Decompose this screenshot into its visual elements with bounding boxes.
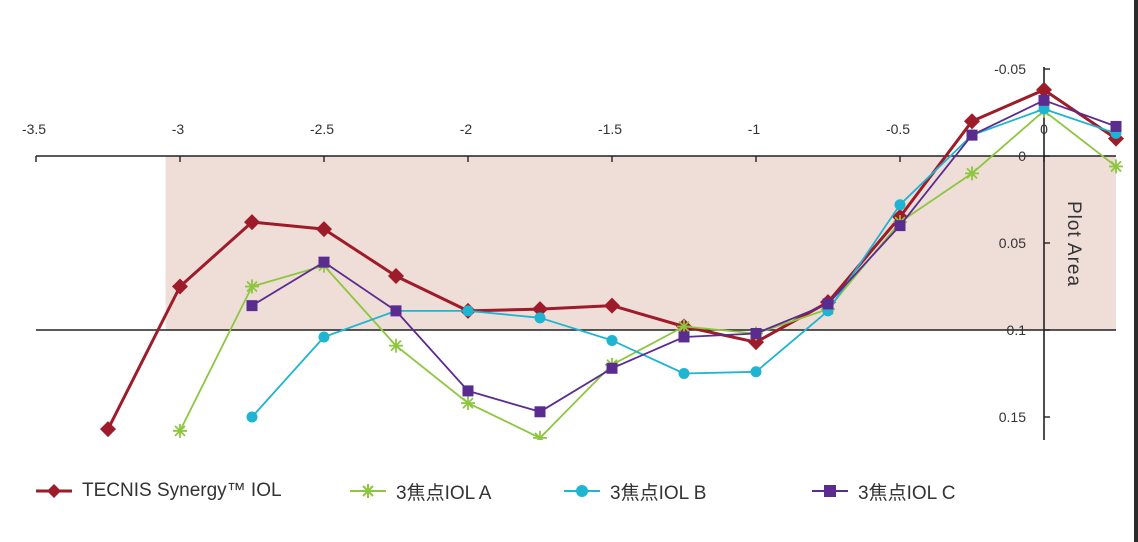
data-point — [246, 411, 258, 423]
data-point-stroke — [246, 280, 258, 293]
legend-label-iol-c: 3焦点IOL C — [858, 482, 956, 504]
data-point — [606, 334, 618, 346]
data-point — [894, 199, 906, 211]
y-axis-label: Plot Area — [1063, 201, 1084, 287]
data-point-stroke — [1110, 160, 1122, 173]
data-point — [1038, 103, 1050, 115]
data-point — [677, 319, 691, 334]
data-point — [532, 301, 548, 318]
legend-label-tecnis: TECNIS Synergy™ IOL — [82, 480, 282, 501]
legend-marker-square-icon — [812, 485, 848, 497]
data-point — [173, 423, 187, 438]
legend-label-iol-a: 3焦点IOL A — [396, 482, 492, 504]
data-point — [894, 220, 906, 232]
x-tick-label: -3.5 — [22, 121, 46, 137]
data-point — [244, 214, 260, 231]
data-point — [604, 297, 620, 314]
series-3 — [246, 94, 1122, 418]
data-point — [750, 366, 762, 378]
series-layer — [100, 81, 1124, 440]
data-point — [390, 305, 402, 317]
chart-plot: -3.5 -3 -2.5 -2 -1.5 -1 -0.5 0 -0.05 0 0.05 0.1 0.15… — [22, 61, 1124, 440]
data-point — [318, 331, 330, 343]
data-point — [462, 305, 474, 317]
data-point-stroke — [390, 340, 402, 352]
data-point — [965, 166, 979, 181]
x-tick-label: -2.5 — [310, 121, 334, 137]
data-point-stroke — [678, 320, 690, 333]
data-point — [462, 385, 474, 397]
data-point — [964, 113, 980, 130]
data-point — [533, 430, 547, 440]
x-tick-label: -2 — [460, 121, 473, 137]
legend-marker-asterisk-icon — [350, 484, 386, 498]
data-point — [245, 279, 259, 294]
data-point-stroke — [966, 167, 978, 180]
data-point — [750, 327, 762, 339]
shaded-band-layer — [165, 156, 1117, 330]
y-tick-label: 0.1 — [1007, 322, 1027, 338]
data-point — [316, 221, 332, 238]
legend-marker-circle-icon — [564, 485, 600, 497]
legend: TECNIS Synergy™ IOL 3焦点IOL A 3焦点IOL B 3焦… — [30, 474, 1110, 508]
data-point — [246, 300, 258, 312]
data-point-stroke — [174, 425, 186, 437]
x-tick-label: -0.5 — [886, 121, 910, 137]
data-point — [822, 298, 834, 310]
legend-marker-diamond-icon — [36, 484, 72, 498]
x-tick-label: -3 — [172, 121, 185, 137]
legend-label-iol-b: 3焦点IOL B — [610, 482, 707, 504]
legend-item-iol-c: 3焦点IOL C — [810, 474, 956, 508]
data-point — [389, 338, 403, 353]
data-point — [1110, 120, 1122, 132]
y-tick-label: 0 — [1018, 148, 1026, 164]
data-point — [678, 331, 690, 343]
data-point — [1036, 81, 1052, 98]
data-point — [966, 129, 978, 141]
y-tick-label: -0.05 — [994, 61, 1026, 77]
legend-item-iol-a: 3焦点IOL A — [348, 474, 491, 508]
series-line — [179, 109, 1117, 439]
data-point — [534, 406, 546, 418]
data-point — [534, 312, 546, 324]
data-point — [388, 268, 404, 285]
data-point — [1038, 94, 1050, 106]
data-point — [606, 362, 618, 374]
data-point — [318, 256, 330, 268]
data-point — [1109, 159, 1123, 174]
y-tick-label: 0.15 — [999, 409, 1026, 425]
data-point — [172, 278, 188, 295]
x-tick-label: -1 — [748, 121, 761, 137]
legend-item-tecnis: TECNIS Synergy™ IOL — [34, 474, 282, 508]
data-point — [461, 396, 475, 411]
data-point-stroke — [536, 432, 546, 440]
data-point — [678, 368, 690, 379]
shaded-band — [165, 156, 1117, 330]
x-tick-label: 0 — [1040, 121, 1048, 137]
frame-border — [1134, 0, 1138, 542]
data-point — [100, 421, 116, 438]
axis-layer: -3.5 -3 -2.5 -2 -1.5 -1 -0.5 0 -0.05 0 0.05 0.1 0.15 — [22, 61, 1116, 440]
y-tick-label: 0.05 — [999, 235, 1026, 251]
x-tick-label: -1.5 — [598, 121, 622, 137]
legend-item-iol-b: 3焦点IOL B — [562, 474, 706, 508]
data-point-stroke — [462, 397, 474, 409]
